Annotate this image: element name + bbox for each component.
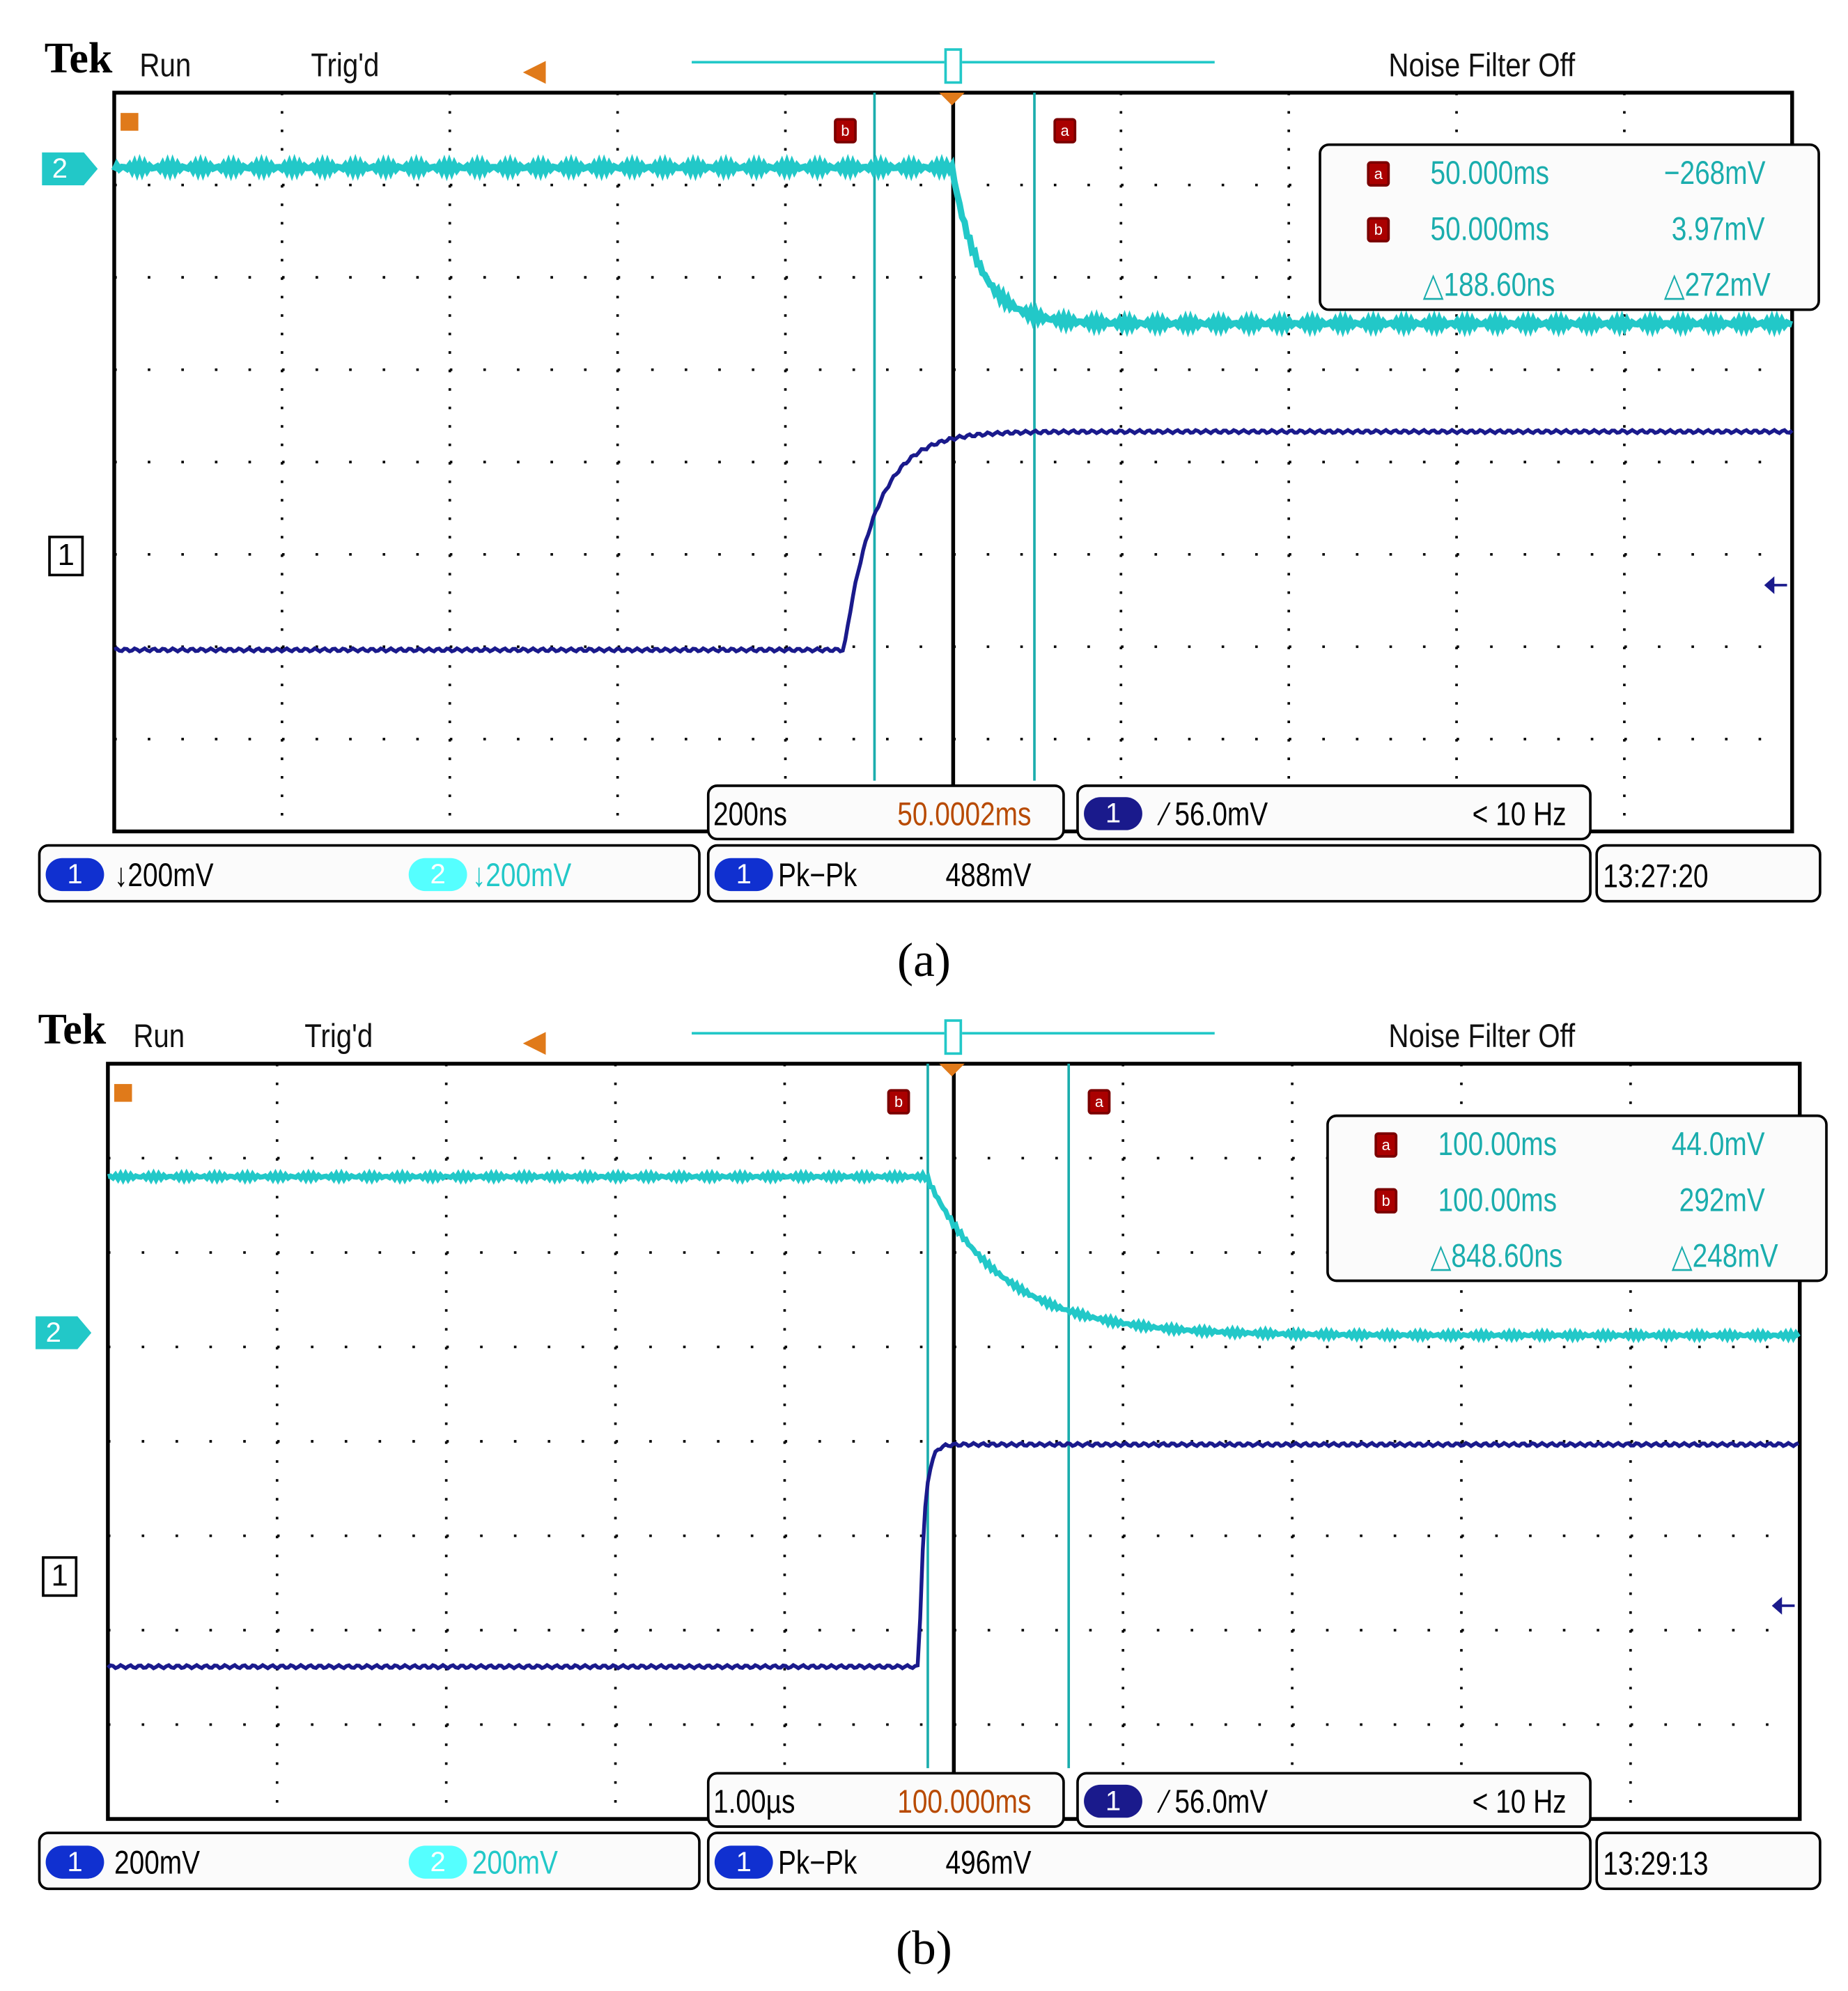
- readout-b-time: 50.000ms: [1430, 209, 1550, 248]
- panel-caption: (a): [897, 934, 951, 988]
- trigger-level-icon: [121, 113, 139, 131]
- cursor-readout: 50.000ms −268mV 50.000ms 3.97mV △188.60ns △27…: [1319, 143, 1820, 311]
- trigger-frequency: < 10 Hz: [1472, 1782, 1567, 1820]
- graticule: [106, 1062, 1802, 1821]
- readout-b-volt: 292mV: [1679, 1180, 1765, 1219]
- trigger-level-arrow: [1771, 1597, 1795, 1615]
- measurement-type: Pk−Pk: [777, 855, 857, 894]
- trigger-point-marker: [939, 93, 965, 106]
- channel-1-trace: [114, 428, 1794, 654]
- readout-a-time: 50.000ms: [1430, 153, 1550, 192]
- channel-1-badge: 1: [45, 858, 104, 892]
- record-view-marker[interactable]: [944, 48, 963, 84]
- readout-b-volt: 3.97mV: [1671, 209, 1765, 248]
- measurement-channel-badge: 1: [714, 858, 773, 892]
- clock-time: 13:29:13: [1603, 1844, 1709, 1883]
- trigger-channel-badge: 1: [1084, 797, 1142, 830]
- channel-scale-readout[interactable]: 1 ↓200mV 2 ↓200mV: [38, 844, 701, 903]
- readout-cursor-a-icon: a: [1374, 1132, 1398, 1158]
- timebase-value: 1.00µs: [713, 1782, 795, 1820]
- measurement-readout[interactable]: 1 Pk−Pk 496mV: [706, 1831, 1592, 1891]
- channel-1-marker[interactable]: 1: [48, 535, 84, 577]
- clock-readout: 13:27:20: [1595, 844, 1822, 903]
- readout-d-volt: △272mV: [1663, 265, 1771, 304]
- channel-1-trace: [107, 1441, 1800, 1671]
- readout-cursor-b-icon: b: [1367, 217, 1390, 243]
- noise-filter-status: Noise Filter Off: [1388, 1016, 1576, 1055]
- readout-d-time: △188.60ns: [1422, 265, 1555, 304]
- readout-b-time: 100.00ms: [1438, 1180, 1558, 1219]
- run-state: Run: [139, 45, 192, 84]
- trigger-state: Trig'd: [304, 1016, 373, 1055]
- horizontal-position: 50.0002ms: [897, 794, 1032, 833]
- record-view-marker[interactable]: [944, 1019, 963, 1055]
- readout-cursor-a-icon: a: [1367, 161, 1390, 187]
- readout-d-volt: △248mV: [1671, 1236, 1778, 1275]
- trigger-readout[interactable]: 1 ∕ 56.0mV < 10 Hz: [1076, 1772, 1592, 1828]
- channel-1-scale: 200mV: [114, 1843, 201, 1882]
- cursor-b-label: b: [887, 1089, 910, 1115]
- cursor-readout: 100.00ms 44.0mV 100.00ms 292mV △848.60ns △248…: [1326, 1114, 1828, 1283]
- clock-time: 13:27:20: [1603, 856, 1709, 895]
- readout-a-volt: −268mV: [1663, 153, 1766, 192]
- cursor-a-label: a: [1087, 1089, 1111, 1115]
- channel-2-badge: 2: [408, 1845, 467, 1879]
- trigger-point-marker: [939, 1063, 965, 1077]
- channel-2-trace: [107, 1168, 1801, 1344]
- channel-2-badge: 2: [408, 858, 467, 892]
- measurement-value: 488mV: [945, 855, 1032, 894]
- channel-1-scale: ↓200mV: [114, 855, 214, 894]
- measurement-readout[interactable]: 1 Pk−Pk 488mV: [706, 844, 1592, 903]
- trigger-readout[interactable]: 1 ∕ 56.0mV < 10 Hz: [1076, 784, 1592, 841]
- measurement-type: Pk−Pk: [777, 1843, 857, 1882]
- trigger-state: Trig'd: [311, 45, 380, 84]
- trigger-position-icon: [522, 1032, 546, 1055]
- horizontal-position: 100.000ms: [897, 1782, 1032, 1820]
- channel-2-trace: [111, 153, 1794, 338]
- readout-cursor-b-icon: b: [1374, 1188, 1398, 1214]
- timebase-readout[interactable]: 1.00µs 100.000ms: [706, 1772, 1065, 1828]
- channel-2-scale: 200mV: [472, 1843, 558, 1882]
- clock-readout: 13:29:13: [1595, 1831, 1822, 1891]
- timebase-readout[interactable]: 200ns 50.0002ms: [706, 784, 1065, 841]
- brand-logo: Tek: [38, 1006, 107, 1054]
- channel-1-badge: 1: [45, 1845, 104, 1879]
- trigger-level: ∕ 56.0mV: [1163, 794, 1268, 833]
- trigger-level: ∕ 56.0mV: [1163, 1782, 1268, 1820]
- trigger-level-arrow: [1764, 576, 1787, 594]
- trigger-channel-badge: 1: [1084, 1784, 1142, 1818]
- trigger-position-icon: [522, 61, 546, 84]
- noise-filter-status: Noise Filter Off: [1388, 45, 1576, 84]
- readout-d-time: △848.60ns: [1430, 1236, 1563, 1275]
- panel-caption: (b): [896, 1921, 952, 1976]
- trigger-level-icon: [114, 1084, 132, 1102]
- cursor-a-label: a: [1053, 118, 1077, 144]
- measurement-channel-badge: 1: [714, 1845, 773, 1879]
- channel-1-marker[interactable]: 1: [42, 1556, 78, 1597]
- trigger-frequency: < 10 Hz: [1472, 794, 1567, 833]
- measurement-value: 496mV: [945, 1843, 1032, 1882]
- cursor-b-label: b: [834, 118, 857, 144]
- readout-a-volt: 44.0mV: [1671, 1124, 1765, 1163]
- channel-2-scale: ↓200mV: [472, 855, 572, 894]
- scope-panel: Tek Run Trig'd Noise Filter Off 2 1 b a 50.000ms…: [0, 0, 1848, 988]
- readout-a-time: 100.00ms: [1438, 1124, 1558, 1163]
- run-state: Run: [133, 1016, 185, 1055]
- channel-scale-readout[interactable]: 1 200mV 2 200mV: [38, 1831, 701, 1891]
- brand-logo: Tek: [44, 36, 113, 83]
- scope-panel: Tek Run Trig'd Noise Filter Off 2 1 b a 100.00ms…: [0, 971, 1848, 1975]
- timebase-value: 200ns: [713, 794, 787, 833]
